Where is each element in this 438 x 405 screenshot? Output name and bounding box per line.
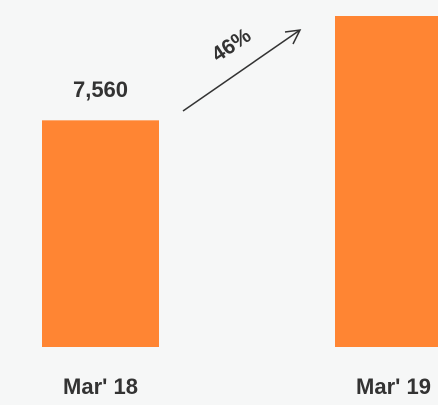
arrow-head [284,29,302,45]
bar [42,120,159,347]
x-tick-label: Mar' 19 [356,374,431,399]
bar [335,16,438,347]
growth-arrow [182,29,301,112]
growth-label: 46% [208,24,256,67]
value-label: 7,560 [73,77,128,102]
x-tick-label: Mar' 18 [63,374,138,399]
